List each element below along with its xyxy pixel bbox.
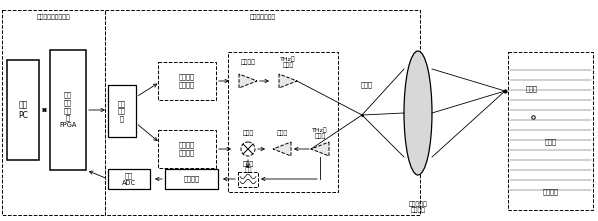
- Bar: [238, 171, 258, 187]
- Ellipse shape: [404, 51, 432, 175]
- Polygon shape: [239, 74, 257, 88]
- Text: 太赫兹阵列前端: 太赫兹阵列前端: [249, 14, 276, 20]
- Bar: [2, 10, 105, 215]
- Text: THz发
射馈源: THz发 射馈源: [280, 56, 296, 68]
- Bar: [108, 169, 150, 189]
- Text: 中频电路: 中频电路: [184, 176, 200, 182]
- Bar: [228, 52, 338, 192]
- Text: 低噪放: 低噪放: [276, 130, 288, 136]
- Text: 固态功放: 固态功放: [240, 59, 255, 65]
- Text: 目标视场: 目标视场: [542, 189, 559, 195]
- Bar: [158, 62, 216, 100]
- Text: 波分器: 波分器: [361, 82, 373, 88]
- Bar: [108, 85, 136, 137]
- Polygon shape: [279, 74, 297, 88]
- Text: 混频器: 混频器: [242, 130, 254, 136]
- Text: 主机
PC: 主机 PC: [18, 100, 28, 120]
- Bar: [508, 52, 593, 210]
- Text: 行扫描: 行扫描: [545, 139, 557, 145]
- Text: THz接
收馈源: THz接 收馈源: [312, 127, 328, 139]
- Polygon shape: [273, 142, 291, 156]
- Text: 二维准光聚
焦与扫描: 二维准光聚 焦与扫描: [408, 201, 428, 213]
- Text: 信号处理与目标识别: 信号处理与目标识别: [36, 14, 71, 20]
- Text: 线性
调频
源: 线性 调频 源: [118, 100, 126, 122]
- Bar: [50, 50, 86, 170]
- Text: 带通滤
波器: 带通滤 波器: [242, 161, 254, 173]
- Bar: [7, 60, 39, 160]
- Bar: [165, 169, 218, 189]
- Text: 聚焦点: 聚焦点: [526, 86, 538, 92]
- Bar: [105, 10, 420, 215]
- Polygon shape: [311, 142, 329, 156]
- Text: 太赫兹本
振倍频链: 太赫兹本 振倍频链: [179, 74, 195, 88]
- Text: 现场
可编
程器
件
FPGA: 现场 可编 程器 件 FPGA: [59, 92, 77, 128]
- Text: 高速
ADC: 高速 ADC: [122, 172, 136, 186]
- Bar: [158, 130, 216, 168]
- Text: 太赫兹本
振倍频链: 太赫兹本 振倍频链: [179, 142, 195, 156]
